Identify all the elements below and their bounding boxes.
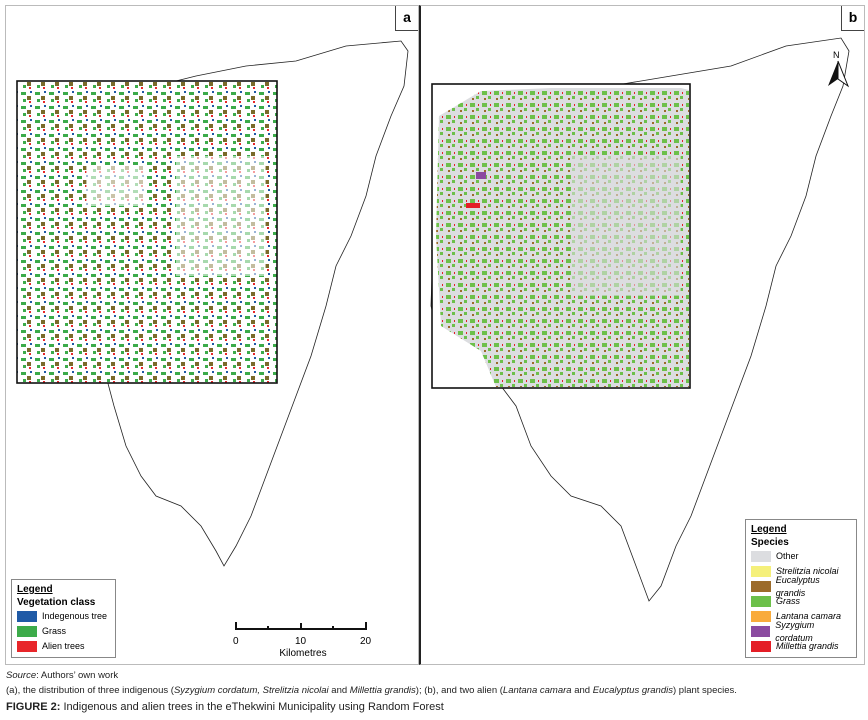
legend-item: Grass: [17, 624, 110, 639]
legend-item: Syzygium cordatum: [751, 620, 851, 643]
legend-b: Legend Species Other Strelitzia nicolai …: [745, 519, 857, 658]
panel-label-a: a: [395, 6, 418, 31]
legend-title: Legend: [751, 524, 787, 535]
legend-item: Lantana camara: [751, 609, 851, 624]
legend-subtitle: Vegetation class: [17, 597, 96, 608]
panel-label-b: b: [841, 6, 864, 31]
map-a: [16, 40, 409, 567]
legend-item: Alien trees: [17, 639, 110, 654]
scale-bar: 0 10 20 Kilometres: [228, 619, 378, 659]
map-panel-a: a Legend Vegetation class Indegenous tre…: [5, 5, 419, 665]
legend-subtitle: Species: [751, 537, 789, 548]
north-arrow-icon: [828, 60, 850, 88]
legend-item: Indegenous tree: [17, 609, 110, 624]
legend-title: Legend: [17, 584, 53, 595]
north-label: N: [833, 50, 840, 60]
legend-item: Grass: [751, 594, 851, 609]
map-b: N: [430, 37, 850, 602]
figure-caption: FIGURE 2: Indigenous and alien trees in …: [6, 701, 444, 713]
legend-item: Strelitzia nicolai: [751, 564, 851, 579]
legend-item: Other: [751, 549, 851, 564]
legend-item: Millettia grandis: [751, 639, 851, 654]
map-panel-b: b N Legend Species Other Strelitzia nico…: [419, 5, 865, 665]
source-note: Source: Authors’ own work: [6, 670, 119, 681]
legend-a: Legend Vegetation class Indegenous tree …: [11, 579, 116, 658]
legend-item: Eucalyptus grandis: [751, 575, 851, 598]
figure-description: (a), the distribution of three indigenou…: [6, 685, 737, 696]
